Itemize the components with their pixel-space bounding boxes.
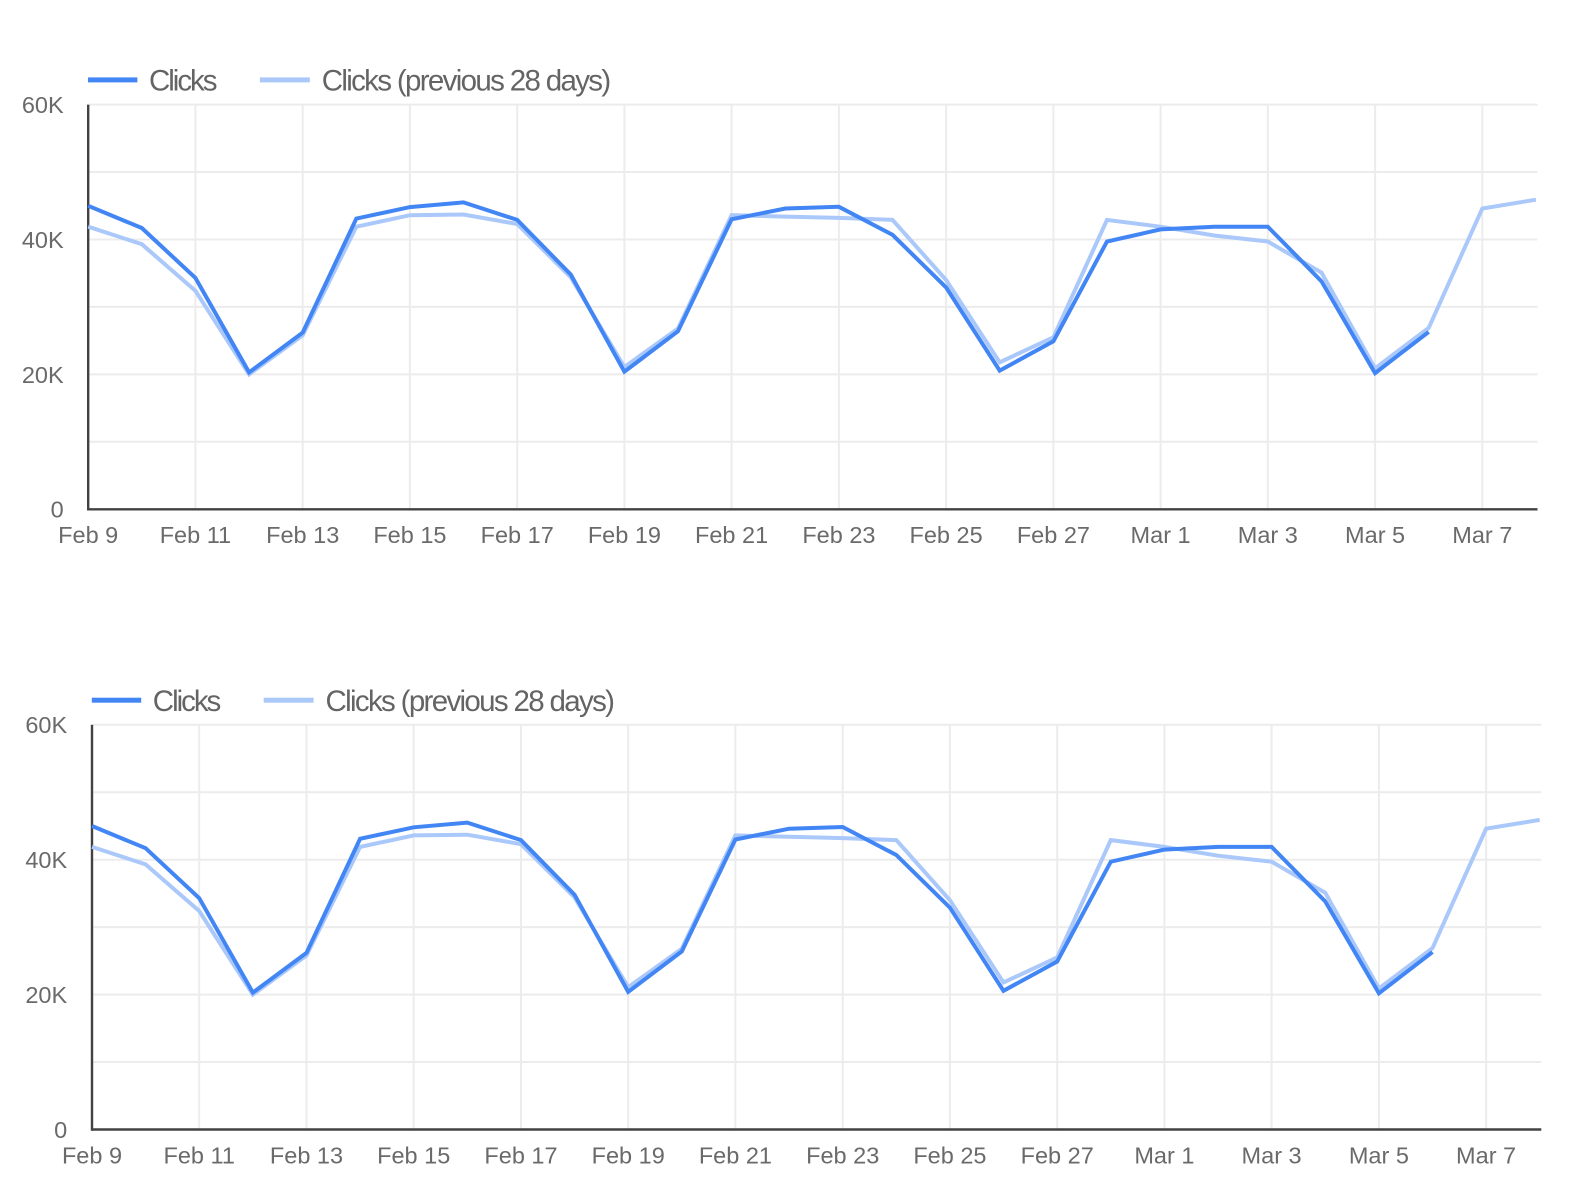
svg-text:Clicks: Clicks <box>149 65 218 98</box>
svg-text:Mar 3: Mar 3 <box>1238 522 1298 548</box>
svg-text:Feb 17: Feb 17 <box>484 1143 557 1169</box>
svg-text:Feb 15: Feb 15 <box>373 522 446 548</box>
svg-text:Mar 1: Mar 1 <box>1134 1143 1194 1169</box>
svg-text:Mar 5: Mar 5 <box>1345 522 1405 548</box>
svg-text:Mar 3: Mar 3 <box>1242 1143 1302 1169</box>
svg-text:Mar 5: Mar 5 <box>1349 1143 1409 1169</box>
svg-text:Feb 17: Feb 17 <box>481 522 554 548</box>
svg-text:Mar 7: Mar 7 <box>1456 1143 1516 1169</box>
svg-text:Feb 11: Feb 11 <box>160 522 231 548</box>
svg-text:Feb 13: Feb 13 <box>270 1143 343 1169</box>
svg-text:Mar 1: Mar 1 <box>1131 522 1191 548</box>
svg-text:Feb 21: Feb 21 <box>695 522 768 548</box>
svg-text:Feb 13: Feb 13 <box>266 522 339 548</box>
svg-text:Feb 21: Feb 21 <box>699 1143 772 1169</box>
svg-text:Feb 23: Feb 23 <box>802 522 875 548</box>
svg-text:Feb 25: Feb 25 <box>910 522 983 548</box>
svg-text:Feb 11: Feb 11 <box>163 1143 234 1169</box>
svg-text:Feb 25: Feb 25 <box>913 1143 986 1169</box>
svg-text:Clicks: Clicks <box>153 685 222 718</box>
svg-text:Clicks (previous 28 days): Clicks (previous 28 days) <box>322 65 612 98</box>
svg-text:40K: 40K <box>25 847 67 873</box>
svg-text:20K: 20K <box>22 362 64 388</box>
svg-text:Feb 27: Feb 27 <box>1021 1143 1094 1169</box>
svg-text:0: 0 <box>51 497 64 523</box>
svg-text:Feb 19: Feb 19 <box>592 1143 665 1169</box>
svg-text:Feb 23: Feb 23 <box>806 1143 879 1169</box>
svg-text:Clicks (previous 28 days): Clicks (previous 28 days) <box>326 685 616 718</box>
svg-text:40K: 40K <box>22 227 64 253</box>
svg-text:60K: 60K <box>22 92 64 118</box>
svg-text:Feb 9: Feb 9 <box>62 1143 122 1169</box>
svg-text:Feb 9: Feb 9 <box>58 522 118 548</box>
svg-text:Feb 15: Feb 15 <box>377 1143 450 1169</box>
svg-text:60K: 60K <box>25 712 67 738</box>
svg-text:Feb 19: Feb 19 <box>588 522 661 548</box>
svg-text:Feb 27: Feb 27 <box>1017 522 1090 548</box>
svg-text:20K: 20K <box>25 982 67 1008</box>
svg-text:Mar 7: Mar 7 <box>1452 522 1512 548</box>
svg-text:0: 0 <box>54 1117 67 1143</box>
